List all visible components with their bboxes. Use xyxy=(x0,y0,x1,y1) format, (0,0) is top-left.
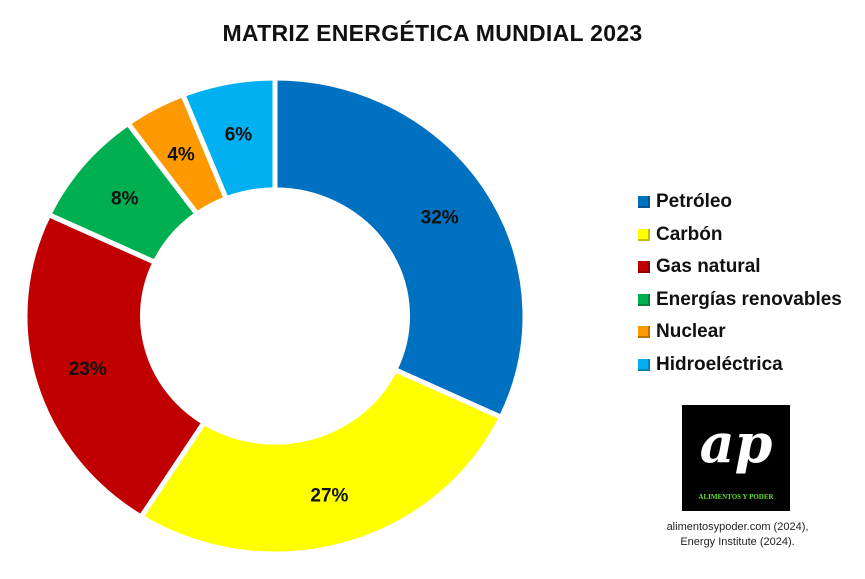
legend-label: Gas natural xyxy=(656,256,761,278)
legend-label: Hidroeléctrica xyxy=(656,353,783,375)
alimentos-y-poder-logo: ap ALIMENTOS Y PODER xyxy=(682,405,790,511)
legend-item: Petróleo xyxy=(638,186,842,219)
legend: Petróleo Carbón Gas natural Energías renova… xyxy=(638,186,842,381)
donut-slice-2 xyxy=(22,211,208,521)
data-label: 23% xyxy=(69,359,107,380)
donut-slice-5 xyxy=(179,75,278,202)
data-label: 6% xyxy=(225,125,253,146)
legend-item: Carbón xyxy=(638,219,842,252)
logo-mark: ap xyxy=(699,411,773,475)
legend-swatch xyxy=(638,326,650,339)
legend-label: Energías renovables xyxy=(656,288,842,310)
donut-slice-0 xyxy=(272,75,528,421)
legend-swatch xyxy=(638,293,650,306)
legend-swatch xyxy=(638,228,650,241)
legend-item: Nuclear xyxy=(638,316,842,349)
data-label: 27% xyxy=(310,485,348,506)
donut-slice-1 xyxy=(137,366,505,557)
data-label: 8% xyxy=(111,189,139,210)
donut-chart: 32% 27% 23% 8% 4% 6% xyxy=(22,75,528,557)
legend-item: Hidroeléctrica xyxy=(638,349,842,382)
legend-label: Carbón xyxy=(656,223,723,245)
logo-brand: ALIMENTOS Y PODER xyxy=(698,493,774,501)
source-line-2: Energy Institute (2024). xyxy=(680,536,795,548)
legend-swatch xyxy=(638,358,650,371)
chart-title: MATRIZ ENERGÉTICA MUNDIAL 2023 xyxy=(222,20,643,46)
legend-swatch xyxy=(638,196,650,209)
data-label: 4% xyxy=(167,144,195,165)
data-label: 32% xyxy=(421,208,459,229)
source-note: alimentosypoder.com (2024), Energy Insti… xyxy=(640,520,835,550)
source-line-1: alimentosypoder.com (2024), xyxy=(666,521,809,533)
legend-swatch xyxy=(638,261,650,274)
legend-label: Petróleo xyxy=(656,191,733,213)
legend-item: Gas natural xyxy=(638,251,842,284)
legend-item: Energías renovables xyxy=(638,284,842,317)
legend-label: Nuclear xyxy=(656,321,726,343)
